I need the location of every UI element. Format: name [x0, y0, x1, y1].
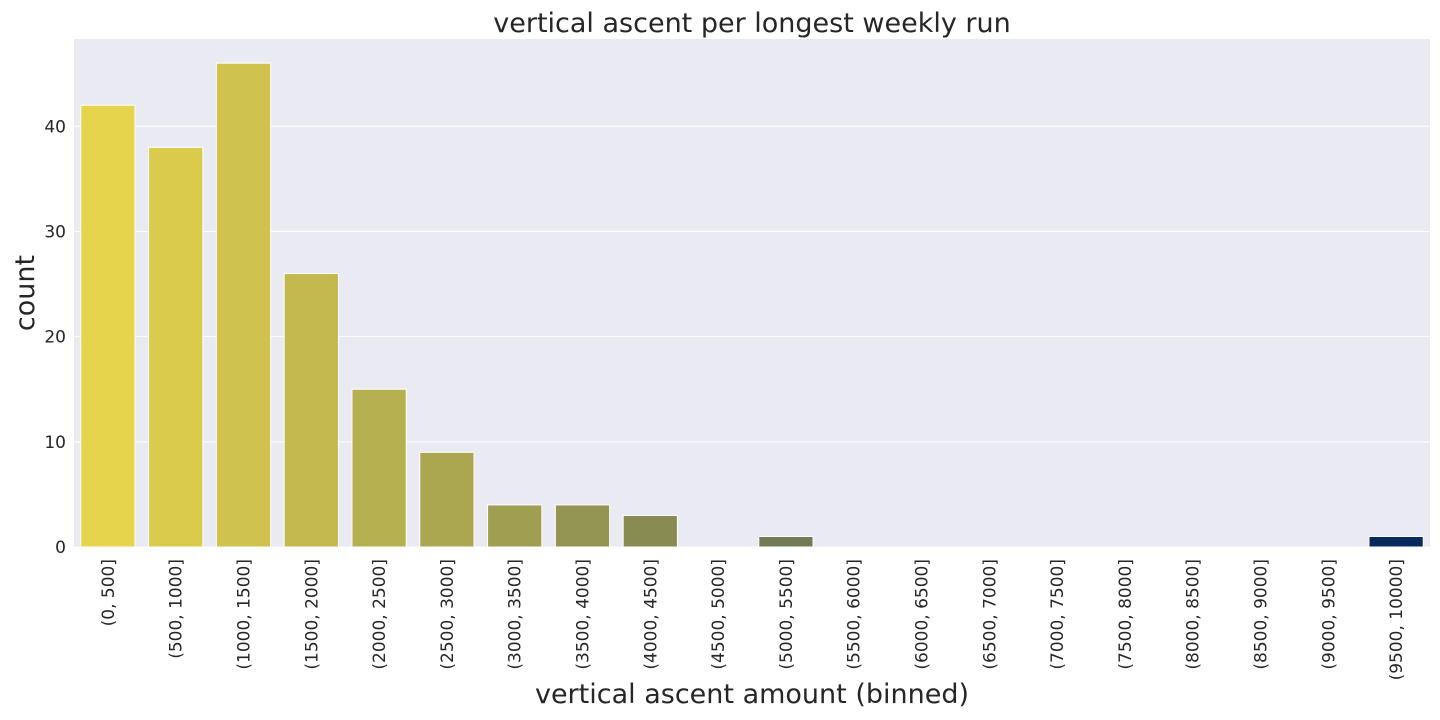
x-tick-label: (2000, 2500]	[370, 559, 390, 670]
x-tick-label: (8500, 9000]	[1252, 559, 1272, 670]
x-tick-label: (4000, 4500]	[641, 559, 661, 670]
y-axis-label: count	[10, 255, 41, 331]
x-tick-label: (2500, 3000]	[438, 559, 458, 670]
x-tick-label: (3000, 3500]	[506, 559, 526, 670]
x-tick-label: (6500, 7000]	[980, 559, 1000, 670]
chart-title: vertical ascent per longest weekly run	[493, 8, 1010, 39]
y-tick-label: 10	[44, 433, 66, 453]
bar	[487, 504, 543, 548]
bar	[554, 504, 611, 548]
bar	[622, 514, 678, 548]
y-tick-label: 20	[44, 328, 66, 348]
x-tick-label: (9500, 10000]	[1387, 559, 1407, 680]
y-tick-labels: 0 10 20 30 40	[44, 117, 66, 558]
y-tick-label: 40	[44, 117, 66, 137]
x-tick-label: (500, 1000]	[167, 559, 187, 659]
y-tick-label: 0	[55, 538, 66, 558]
x-tick-label: (1500, 2000]	[302, 559, 322, 670]
plot-area	[74, 39, 1430, 547]
bar	[1368, 535, 1424, 548]
x-tick-label: (5000, 5500]	[777, 559, 797, 670]
bar	[80, 104, 136, 548]
x-tick-label: (7000, 7500]	[1048, 559, 1068, 670]
x-tick-label: (6000, 6500]	[913, 559, 933, 670]
bar	[351, 388, 407, 548]
x-tick-labels: (0, 500] (500, 1000] (1000, 1500] (1500, 20…	[99, 559, 1407, 680]
x-tick-label: (1000, 1500]	[235, 559, 255, 670]
x-tick-label: (9000, 9500]	[1319, 559, 1339, 670]
x-axis-label: vertical ascent amount (binned)	[535, 679, 969, 710]
x-tick-label: (4500, 5000]	[709, 559, 729, 670]
bar	[283, 273, 339, 548]
x-tick-label: (3500, 4000]	[574, 559, 594, 670]
x-tick-label: (8000, 8500]	[1184, 559, 1204, 670]
bar	[419, 451, 475, 548]
x-tick-label: (5500, 6000]	[845, 559, 865, 670]
x-tick-label: (7500, 8000]	[1116, 559, 1136, 670]
bar	[148, 146, 204, 548]
x-tick-label: (0, 500]	[99, 559, 119, 626]
bar	[758, 535, 814, 548]
bar	[215, 62, 272, 548]
bars	[80, 62, 1424, 548]
y-tick-label: 30	[44, 222, 66, 242]
